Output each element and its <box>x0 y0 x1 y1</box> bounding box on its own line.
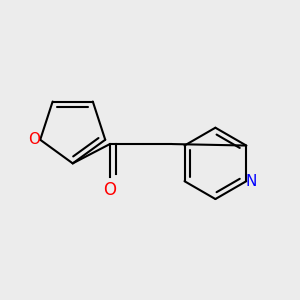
Text: O: O <box>28 132 40 147</box>
Text: N: N <box>246 174 257 189</box>
Text: O: O <box>103 181 116 199</box>
